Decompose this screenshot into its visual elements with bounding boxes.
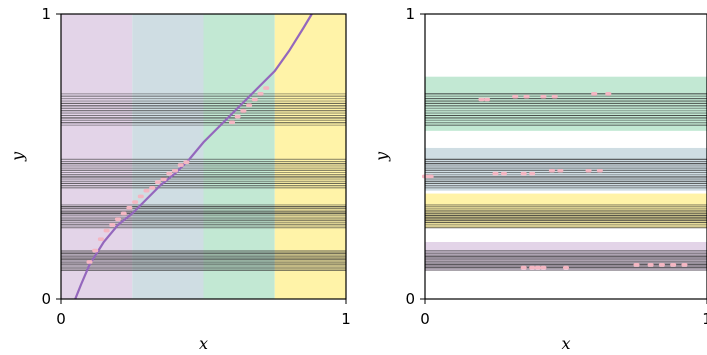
data-point bbox=[658, 263, 665, 267]
data-point bbox=[183, 160, 190, 164]
right-panel: 0 1 0 1 x y bbox=[372, 5, 707, 353]
data-point bbox=[633, 263, 640, 267]
y-tick-label: 1 bbox=[41, 5, 51, 23]
axes-frame bbox=[424, 13, 707, 300]
data-point bbox=[540, 94, 547, 99]
data-point bbox=[647, 263, 654, 267]
data-point bbox=[492, 171, 499, 176]
data-point bbox=[132, 200, 139, 204]
data-point bbox=[126, 206, 133, 210]
data-point bbox=[137, 194, 144, 199]
data-point bbox=[596, 168, 603, 173]
data-point bbox=[681, 263, 688, 267]
data-point bbox=[548, 168, 555, 173]
data-point bbox=[478, 97, 485, 102]
y-tick-label: 1 bbox=[405, 5, 415, 23]
series-curve bbox=[74, 13, 313, 300]
data-point bbox=[551, 94, 558, 99]
y-axis-label: y bbox=[372, 151, 391, 162]
x-axis-label: x bbox=[199, 334, 208, 353]
region-band bbox=[425, 147, 707, 191]
data-point bbox=[251, 97, 258, 102]
data-point bbox=[557, 168, 564, 173]
data-point bbox=[177, 163, 184, 167]
data-point bbox=[605, 92, 612, 96]
data-point bbox=[512, 94, 519, 99]
data-point bbox=[160, 177, 167, 182]
data-point bbox=[115, 217, 121, 221]
data-point bbox=[154, 180, 161, 184]
data-point bbox=[591, 92, 598, 96]
data-point bbox=[86, 260, 93, 264]
data-point bbox=[523, 94, 530, 99]
x-tick-label: 1 bbox=[341, 310, 351, 328]
data-point bbox=[257, 92, 264, 96]
data-point bbox=[103, 228, 110, 233]
data-point bbox=[585, 168, 592, 173]
data-point bbox=[229, 120, 235, 125]
x-tick-label: 0 bbox=[420, 310, 430, 328]
x-tick-label: 0 bbox=[56, 310, 66, 328]
y-tick-label: 0 bbox=[405, 290, 415, 308]
data-point bbox=[234, 114, 241, 119]
data-point bbox=[172, 168, 178, 173]
data-point bbox=[484, 97, 491, 102]
data-point bbox=[563, 265, 569, 270]
left-panel: 0 1 0 1 x y bbox=[8, 5, 351, 353]
data-point bbox=[97, 237, 104, 241]
x-axis-label: x bbox=[561, 334, 570, 353]
data-point bbox=[670, 263, 677, 267]
region-band bbox=[274, 14, 346, 299]
data-point bbox=[92, 248, 99, 253]
data-point bbox=[143, 188, 150, 193]
data-point bbox=[529, 265, 536, 270]
data-point bbox=[246, 103, 253, 107]
data-point bbox=[529, 171, 536, 176]
data-point bbox=[149, 186, 156, 190]
data-point bbox=[427, 174, 434, 179]
data-point bbox=[520, 171, 527, 176]
region-band bbox=[203, 14, 275, 299]
y-tick-label: 0 bbox=[41, 290, 51, 308]
x-tick-label: 1 bbox=[702, 310, 707, 328]
data-point bbox=[534, 265, 541, 270]
data-point bbox=[120, 211, 127, 216]
y-axis-label: y bbox=[8, 151, 27, 162]
data-point bbox=[520, 265, 527, 270]
data-point bbox=[109, 223, 116, 227]
data-point bbox=[500, 171, 507, 176]
axes-frame bbox=[60, 13, 347, 300]
data-point bbox=[240, 109, 247, 113]
data-point bbox=[166, 171, 173, 176]
data-point bbox=[263, 86, 270, 90]
data-point bbox=[540, 265, 547, 270]
